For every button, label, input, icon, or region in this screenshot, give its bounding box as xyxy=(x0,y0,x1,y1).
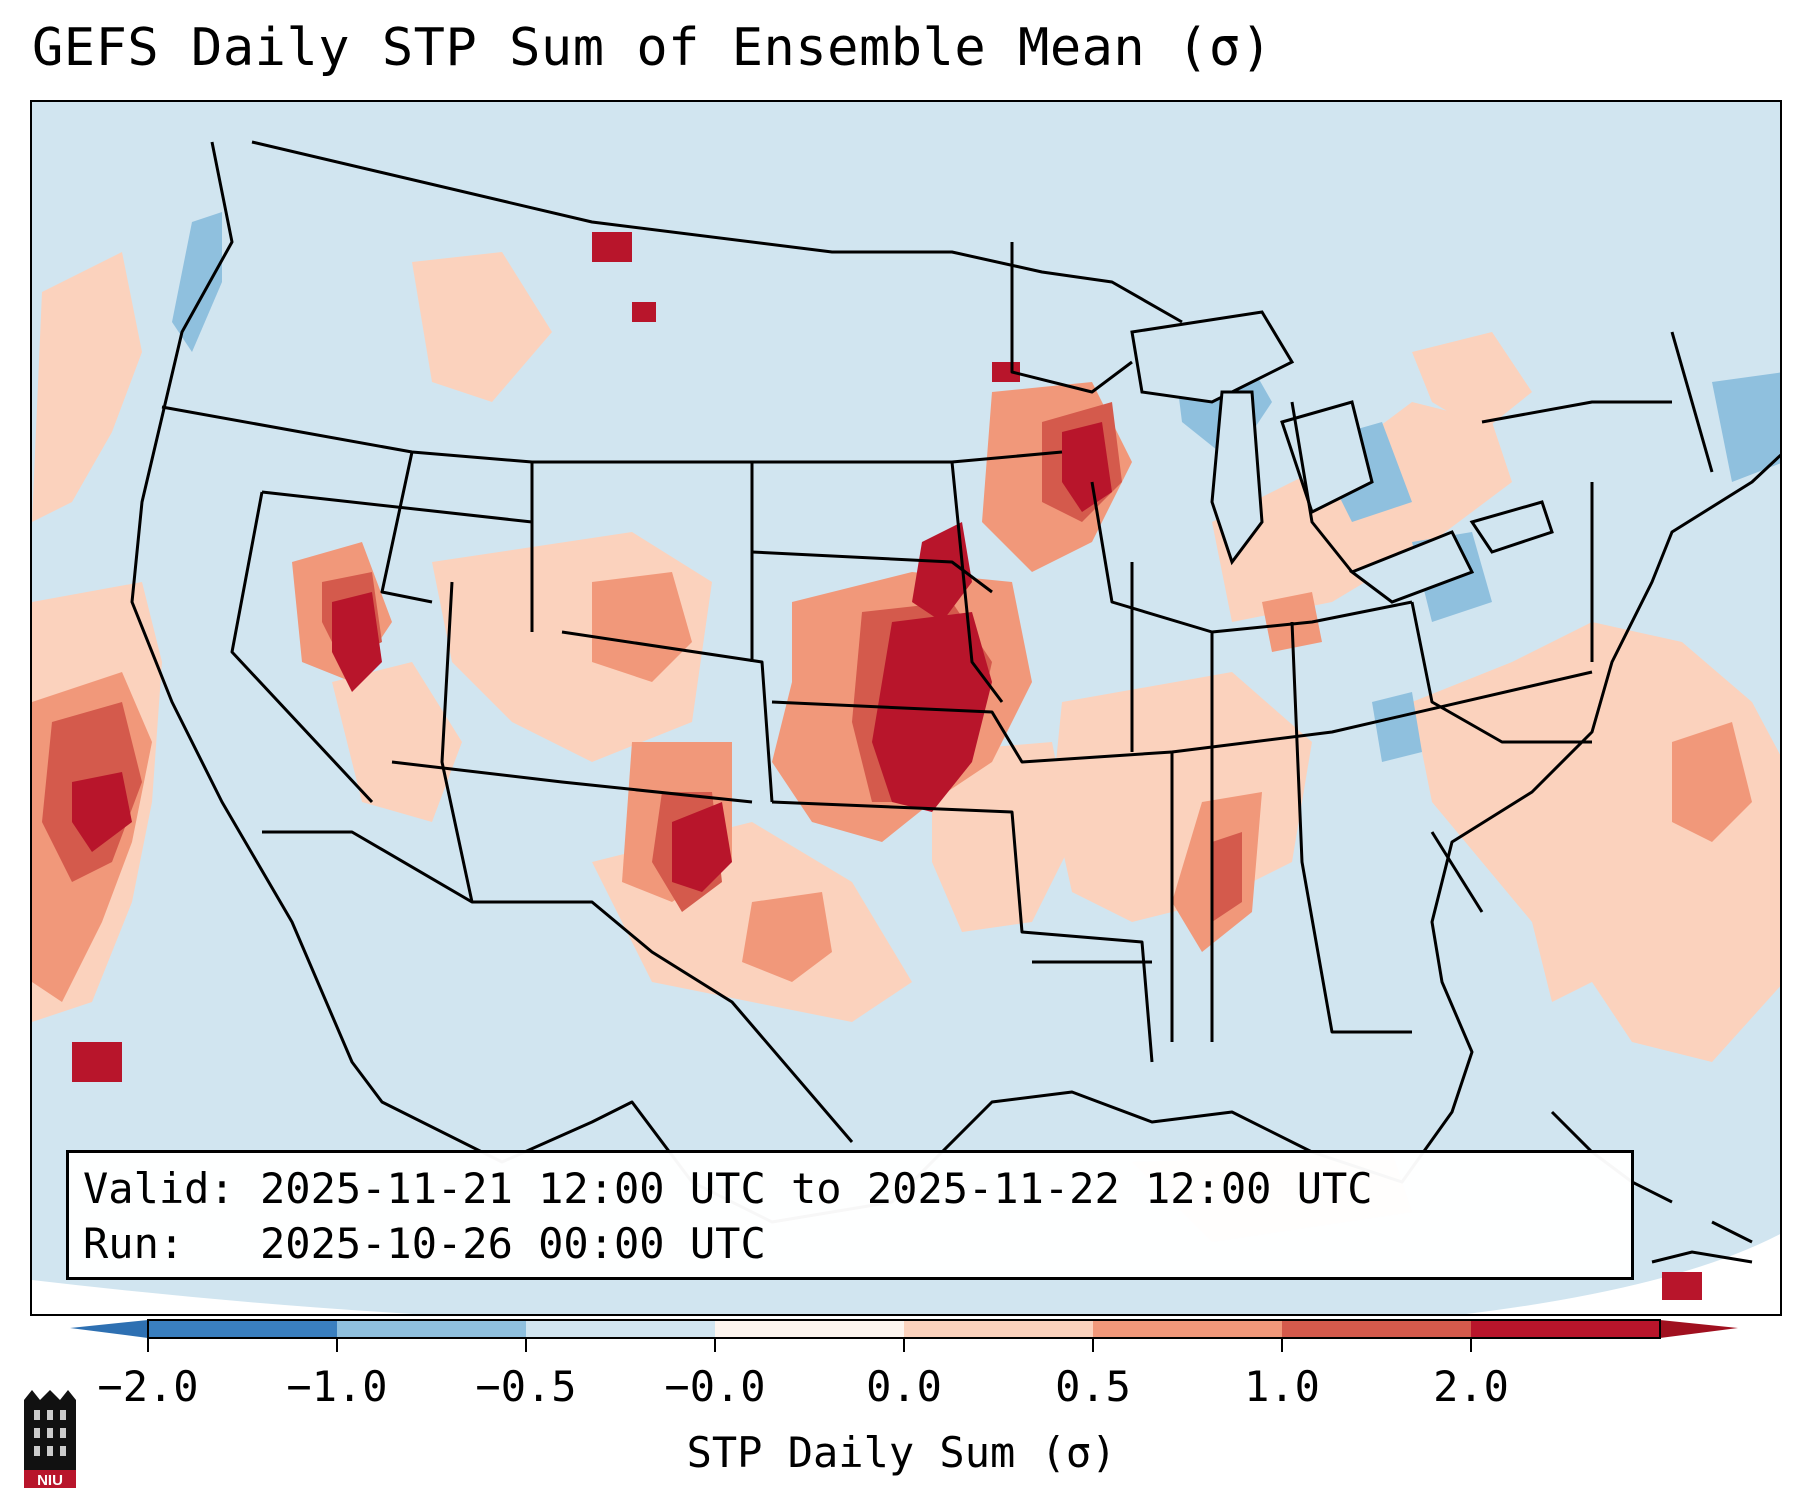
colorbar-over-arrow xyxy=(1660,1320,1738,1338)
projection-edge xyxy=(32,1280,414,1314)
map-title: GEFS Daily STP Sum of Ensemble Mean (σ) xyxy=(32,18,1273,78)
run-time-text: Run: 2025-10-26 00:00 UTC xyxy=(83,1219,766,1268)
niu-logo-text: NIU xyxy=(37,1472,63,1489)
colorbar-tick-label: 0.0 xyxy=(866,1362,942,1411)
colorbar-label: STP Daily Sum (σ) xyxy=(686,1428,1117,1477)
colorbar-under-arrow xyxy=(70,1320,148,1338)
colorbar-tick-label: 1.0 xyxy=(1244,1362,1320,1411)
colorbar-segment xyxy=(526,1320,716,1338)
colorbar-segment xyxy=(715,1320,905,1338)
niu-logo: NIU xyxy=(24,1390,76,1489)
colorbar-tick-label: −0.5 xyxy=(475,1362,577,1411)
colorbar-tick-label: −1.0 xyxy=(286,1362,388,1411)
colorbar-segment xyxy=(148,1320,338,1338)
colorbar-tick-label: 0.5 xyxy=(1055,1362,1131,1411)
colorbar-tick-label: 2.0 xyxy=(1433,1362,1509,1411)
colorbar-frame xyxy=(147,1319,1661,1339)
map-panel[interactable] xyxy=(30,100,1782,1316)
colorbar-segment xyxy=(1282,1320,1472,1338)
stp-extreme-positive-field xyxy=(72,232,1702,1300)
colorbar-tick-label: −2.0 xyxy=(97,1362,199,1411)
valid-run-info-box: Valid: 2025-11-21 12:00 UTC to 2025-11-2… xyxy=(66,1150,1634,1280)
state-borders xyxy=(130,140,1780,1224)
great-lakes xyxy=(1130,310,1554,604)
valid-time-text: Valid: 2025-11-21 12:00 UTC to 2025-11-2… xyxy=(83,1164,1373,1213)
colorbar-tick-label: −0.0 xyxy=(664,1362,766,1411)
colorbar-segment xyxy=(337,1320,527,1338)
colorbar-segment xyxy=(1093,1320,1283,1338)
colorbar-segment xyxy=(1471,1320,1661,1338)
colorbar-segment xyxy=(904,1320,1094,1338)
map-canvas xyxy=(32,102,1780,1314)
colorbar xyxy=(70,1319,1738,1352)
